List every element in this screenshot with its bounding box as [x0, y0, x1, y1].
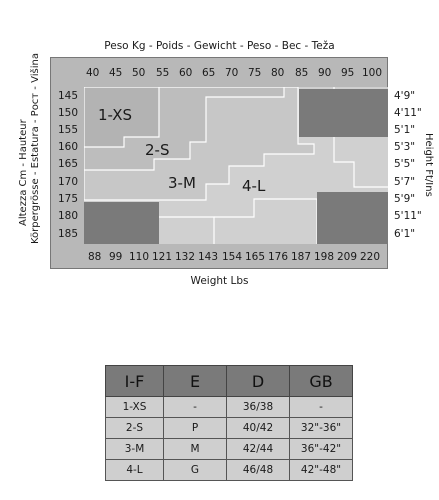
table-cell: -	[163, 396, 227, 418]
lbs-tick: 110	[129, 251, 150, 263]
table-cell: 1-XS	[105, 396, 164, 418]
table-cell: 32"-36"	[289, 417, 353, 439]
ft-tick: 4'9"	[394, 90, 416, 102]
lbs-tick: 165	[245, 251, 266, 263]
cm-tick: 170	[58, 176, 79, 188]
table-cell: 2-S	[105, 417, 164, 439]
cm-tick: 185	[58, 228, 79, 240]
region-label-2-s: 2-S	[145, 141, 170, 159]
kg-tick: 75	[248, 67, 262, 79]
ft-tick: 5'1"	[394, 124, 416, 136]
cm-tick: 180	[58, 210, 79, 222]
size-region-1-xs	[84, 87, 160, 148]
ft-tick: 5'5"	[394, 158, 416, 170]
column-header-i-f: I-F	[105, 365, 164, 397]
height-cm-title-line1: Altezza Cm - Hauteur	[18, 119, 29, 226]
table-cell: 3-M	[105, 438, 164, 460]
height-ft-title: Height Ft/Ins	[423, 133, 434, 197]
table-cell: 46/48	[226, 459, 290, 481]
column-header-gb: GB	[289, 365, 353, 397]
column-header-e: E	[163, 365, 227, 397]
kg-tick: 100	[362, 67, 383, 79]
table-header-row: I-F E D GB	[105, 365, 353, 397]
ft-tick: 4'11"	[394, 107, 422, 119]
ft-tick: 5'7"	[394, 176, 416, 188]
lbs-tick: 198	[314, 251, 335, 263]
lbs-tick: 88	[88, 251, 102, 263]
kg-tick: 50	[132, 67, 146, 79]
cm-tick: 175	[58, 193, 79, 205]
table-row: 4-L G 46/48 42"-48"	[105, 459, 353, 481]
kg-tick: 80	[271, 67, 285, 79]
region-label-4-l: 4-L	[242, 177, 266, 195]
table-cell: M	[163, 438, 227, 460]
table-cell: 4-L	[105, 459, 164, 481]
kg-tick: 90	[318, 67, 332, 79]
cm-tick: 150	[58, 107, 79, 119]
lbs-tick: 187	[291, 251, 312, 263]
table-cell: 40/42	[226, 417, 290, 439]
kg-tick: 70	[225, 67, 239, 79]
height-cm-title-line2: Körpergrösse - Estatura - Рост - Višina	[30, 53, 41, 244]
lbs-tick: 143	[198, 251, 219, 263]
region-label-1-xs: 1-XS	[98, 106, 133, 124]
ft-tick: 5'3"	[394, 141, 416, 153]
size-region-diagram	[84, 87, 388, 244]
cm-tick: 160	[58, 141, 79, 153]
table-row: 3-M M 42/44 36"-42"	[105, 438, 353, 460]
kg-tick: 55	[156, 67, 170, 79]
lbs-tick: 220	[360, 251, 381, 263]
table-cell: 42/44	[226, 438, 290, 460]
lbs-tick: 209	[337, 251, 358, 263]
weight-kg-title: Peso Kg - Poids - Gewicht - Peso - Bec -…	[104, 40, 335, 52]
lbs-tick: 121	[152, 251, 173, 263]
lbs-tick: 176	[268, 251, 289, 263]
table-row: 2-S P 40/42 32"-36"	[105, 417, 353, 439]
table-cell: P	[163, 417, 227, 439]
out-of-range-bottom-right	[317, 192, 388, 244]
table-cell: 36/38	[226, 396, 290, 418]
weight-lbs-title: Weight Lbs	[190, 275, 249, 287]
kg-tick: 60	[179, 67, 193, 79]
table-cell: G	[163, 459, 227, 481]
kg-tick: 65	[202, 67, 216, 79]
table-cell: 36"-42"	[289, 438, 353, 460]
cm-tick: 165	[58, 158, 79, 170]
lbs-tick: 154	[222, 251, 243, 263]
kg-tick: 45	[109, 67, 123, 79]
column-header-d: D	[226, 365, 290, 397]
table-cell: 42"-48"	[289, 459, 353, 481]
ft-tick: 6'1"	[394, 228, 416, 240]
kg-tick: 85	[295, 67, 309, 79]
out-of-range-bottom-left	[84, 202, 159, 244]
cm-tick: 145	[58, 90, 79, 102]
size-conversion-table: I-F E D GB 1-XS - 36/38 - 2-S P 40/42 32…	[105, 365, 353, 481]
kg-tick: 40	[86, 67, 100, 79]
cm-tick: 155	[58, 124, 79, 136]
table-row: 1-XS - 36/38 -	[105, 396, 353, 418]
ft-tick: 5'9"	[394, 193, 416, 205]
kg-tick: 95	[341, 67, 355, 79]
out-of-range-top-right	[299, 89, 388, 137]
lbs-tick: 132	[175, 251, 196, 263]
lbs-tick: 99	[109, 251, 123, 263]
table-cell: -	[289, 396, 353, 418]
ft-tick: 5'11"	[394, 210, 422, 222]
region-label-3-m: 3-M	[168, 174, 196, 192]
